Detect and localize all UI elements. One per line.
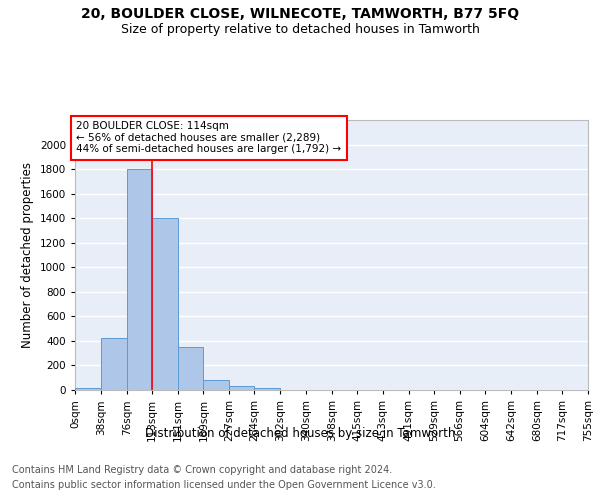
Text: 20, BOULDER CLOSE, WILNECOTE, TAMWORTH, B77 5FQ: 20, BOULDER CLOSE, WILNECOTE, TAMWORTH, … — [81, 8, 519, 22]
Text: Contains public sector information licensed under the Open Government Licence v3: Contains public sector information licen… — [12, 480, 436, 490]
Y-axis label: Number of detached properties: Number of detached properties — [21, 162, 34, 348]
Text: Distribution of detached houses by size in Tamworth: Distribution of detached houses by size … — [145, 428, 455, 440]
Text: 20 BOULDER CLOSE: 114sqm
← 56% of detached houses are smaller (2,289)
44% of sem: 20 BOULDER CLOSE: 114sqm ← 56% of detach… — [76, 121, 341, 154]
Bar — [203, 380, 229, 390]
Bar — [75, 388, 101, 390]
Text: Contains HM Land Registry data © Crown copyright and database right 2024.: Contains HM Land Registry data © Crown c… — [12, 465, 392, 475]
Bar — [152, 218, 178, 390]
Bar — [178, 347, 203, 390]
Bar — [127, 169, 152, 390]
Bar — [254, 388, 280, 390]
Bar — [101, 338, 127, 390]
Text: Size of property relative to detached houses in Tamworth: Size of property relative to detached ho… — [121, 22, 479, 36]
Bar — [229, 386, 254, 390]
